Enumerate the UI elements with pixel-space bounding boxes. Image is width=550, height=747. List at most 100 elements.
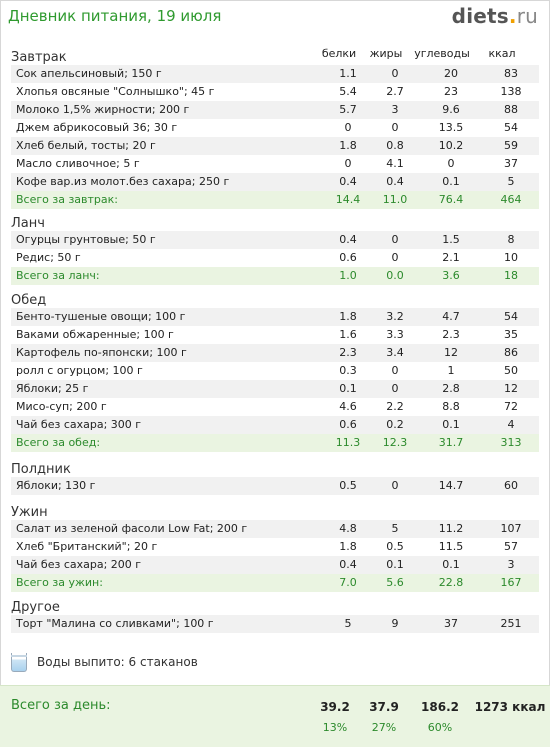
protein-value: 5.7 (339, 103, 357, 116)
carbs-value: 76.4 (438, 193, 464, 206)
kcal-value: 83 (504, 67, 518, 80)
meal-total-row: Всего за ланч: 1.0 0.0 3.6 18 (11, 267, 539, 285)
fat-value: 12.3 (382, 436, 408, 449)
food-name: ролл с огурцом; 100 г (16, 364, 143, 377)
meal-section-title: Обед (11, 293, 47, 308)
kcal-value: 86 (504, 346, 518, 359)
carbs-value: 12 (444, 346, 458, 359)
food-name: Хлеб "Британский"; 20 г (16, 540, 158, 553)
fat-value: 0 (391, 67, 399, 80)
day-fat-percent: 27% (371, 721, 397, 734)
fat-value: 0.2 (386, 418, 404, 431)
protein-value: 14.4 (335, 193, 361, 206)
food-name: Чай без сахара; 300 г (16, 418, 142, 431)
kcal-value: 60 (504, 479, 518, 492)
food-row: Кофе вар.из молот.без сахара; 250 г 0.4 0.… (11, 173, 539, 191)
fat-value: 0.8 (386, 139, 404, 152)
food-name: Огурцы грунтовые; 50 г (16, 233, 156, 246)
protein-value: 7.0 (339, 576, 357, 589)
kcal-value: 59 (504, 139, 518, 152)
day-total-fat: 37.9 (369, 700, 399, 714)
food-name: Ваками обжаренные; 100 г (16, 328, 174, 341)
site-logo[interactable]: diets.ru (452, 4, 538, 28)
food-name: Масло сливочное; 5 г (16, 157, 140, 170)
fat-value: 5.6 (386, 576, 404, 589)
meal-section-title: Ланч (11, 216, 45, 231)
carbs-value: 2.1 (442, 251, 460, 264)
carbs-value: 0.1 (442, 558, 460, 571)
food-row: Картофель по-японски; 100 г 2.3 3.4 12 86 (11, 344, 539, 362)
fat-value: 0 (391, 382, 399, 395)
meal-section-title: Полдник (11, 462, 71, 477)
protein-value: 0.4 (339, 558, 357, 571)
kcal-value: 251 (500, 617, 522, 630)
fat-value: 9 (391, 617, 399, 630)
water-glass-icon (11, 653, 27, 672)
meal-section-title: Ужин (11, 505, 48, 520)
food-row: Чай без сахара; 200 г 0.4 0.1 0.1 3 (11, 556, 539, 574)
fat-value: 3.3 (386, 328, 404, 341)
carbs-value: 1 (447, 364, 455, 377)
carbs-value: 31.7 (438, 436, 464, 449)
food-name: Хлопья овсяные "Солнышко"; 45 г (16, 85, 215, 98)
protein-value: 4.6 (339, 400, 357, 413)
carbs-value: 22.8 (438, 576, 464, 589)
kcal-value: 3 (507, 558, 515, 571)
protein-value: 0.5 (339, 479, 357, 492)
fat-value: 0.0 (386, 269, 404, 282)
protein-value: 1.8 (339, 540, 357, 553)
food-row: Бенто-тушеные овощи; 100 г 1.8 3.2 4.7 54 (11, 308, 539, 326)
fat-value: 0 (391, 251, 399, 264)
kcal-value: 4 (507, 418, 515, 431)
protein-value: 0.1 (339, 382, 357, 395)
food-name: Салат из зеленой фасоли Low Fat; 200 г (16, 522, 248, 535)
food-name: Бенто-тушеные овощи; 100 г (16, 310, 186, 323)
food-name: Яблоки; 130 г (16, 479, 96, 492)
day-protein-percent: 13% (322, 721, 348, 734)
fat-value: 2.7 (386, 85, 404, 98)
column-header-protein: белки (321, 47, 357, 60)
meal-total-label: Всего за ланч: (16, 269, 100, 282)
fat-value: 0.1 (386, 558, 404, 571)
top-bar: Дневник питания, 19 июля diets.ru (0, 0, 550, 36)
carbs-value: 0 (447, 157, 455, 170)
day-carbs-percent: 60% (427, 721, 453, 734)
fat-value: 3 (391, 103, 399, 116)
food-row: Яблоки; 25 г 0.1 0 2.8 12 (11, 380, 539, 398)
carbs-value: 13.5 (438, 121, 464, 134)
protein-value: 5 (344, 617, 352, 630)
protein-value: 0.4 (339, 233, 357, 246)
carbs-value: 3.6 (442, 269, 460, 282)
food-name: Молоко 1,5% жирности; 200 г (16, 103, 190, 116)
carbs-value: 10.2 (438, 139, 464, 152)
food-row: Сок апельсиновый; 150 г 1.1 0 20 83 (11, 65, 539, 83)
kcal-value: 35 (504, 328, 518, 341)
carbs-value: 14.7 (438, 479, 464, 492)
carbs-value: 1.5 (442, 233, 460, 246)
day-total-bar: Всего за день: 39.2 37.9 186.2 1273 ккал… (0, 685, 550, 747)
food-row: Хлопья овсяные "Солнышко"; 45 г 5.4 2.7 23 1… (11, 83, 539, 101)
food-row: ролл с огурцом; 100 г 0.3 0 1 50 (11, 362, 539, 380)
column-header-fat: жиры (369, 47, 403, 60)
food-name: Яблоки; 25 г (16, 382, 89, 395)
food-row: Хлеб "Британский"; 20 г 1.8 0.5 11.5 57 (11, 538, 539, 556)
carbs-value: 2.3 (442, 328, 460, 341)
food-name: Картофель по-японски; 100 г (16, 346, 187, 359)
carbs-value: 11.5 (438, 540, 464, 553)
kcal-value: 464 (500, 193, 522, 206)
protein-value: 1.6 (339, 328, 357, 341)
food-row: Редис; 50 г 0.6 0 2.1 10 (11, 249, 539, 267)
food-row: Чай без сахара; 300 г 0.6 0.2 0.1 4 (11, 416, 539, 434)
protein-value: 1.8 (339, 139, 357, 152)
fat-value: 5 (391, 522, 399, 535)
food-name: Сок апельсиновый; 150 г (16, 67, 162, 80)
protein-value: 5.4 (339, 85, 357, 98)
protein-value: 2.3 (339, 346, 357, 359)
protein-value: 0.3 (339, 364, 357, 377)
day-total-label: Всего за день: (11, 698, 111, 713)
carbs-value: 20 (444, 67, 458, 80)
kcal-value: 50 (504, 364, 518, 377)
food-row: Молоко 1,5% жирности; 200 г 5.7 3 9.6 88 (11, 101, 539, 119)
protein-value: 0.6 (339, 418, 357, 431)
logo-main: diets (451, 4, 509, 28)
